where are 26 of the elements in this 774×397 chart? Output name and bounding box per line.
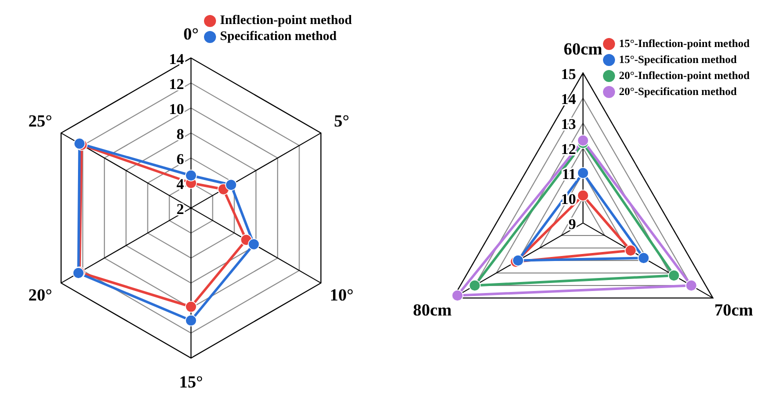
legend-label: 15°-Specification method <box>619 54 737 66</box>
spoke-label: 60cm <box>564 40 602 58</box>
spoke-label: 15° <box>179 372 203 392</box>
spoke-label: 70cm <box>714 300 754 320</box>
legend-label: 20°-Inflection-point method <box>619 70 750 82</box>
legend-label: Specification method <box>220 28 337 43</box>
legend-label: 15°-Inflection-point method <box>619 38 750 50</box>
spoke-label: 0° <box>183 24 199 44</box>
y-tick-label: 14 <box>169 52 184 68</box>
y-tick-label: 11 <box>562 167 576 183</box>
y-tick-label: 12 <box>169 77 184 93</box>
y-tick-label: 2 <box>176 202 184 218</box>
y-tick-label: 13 <box>561 117 576 133</box>
y-tick-label: 6 <box>176 152 184 168</box>
y-tick-label: 8 <box>176 127 184 143</box>
y-tick-label: 4 <box>176 177 184 193</box>
spoke-label: 5° <box>334 112 350 130</box>
spoke-label: 80cm <box>412 300 452 320</box>
legend-label: 20°-Specification method <box>619 86 737 98</box>
y-tick-label: 10 <box>169 102 184 118</box>
spoke-label: 20° <box>28 286 52 304</box>
y-tick-label: 15 <box>561 67 576 83</box>
spoke-label: 25° <box>28 112 52 130</box>
spoke-label: 10° <box>330 286 354 304</box>
legend-label: Inflection-point method <box>220 12 352 27</box>
y-tick-label: 12 <box>561 142 576 158</box>
